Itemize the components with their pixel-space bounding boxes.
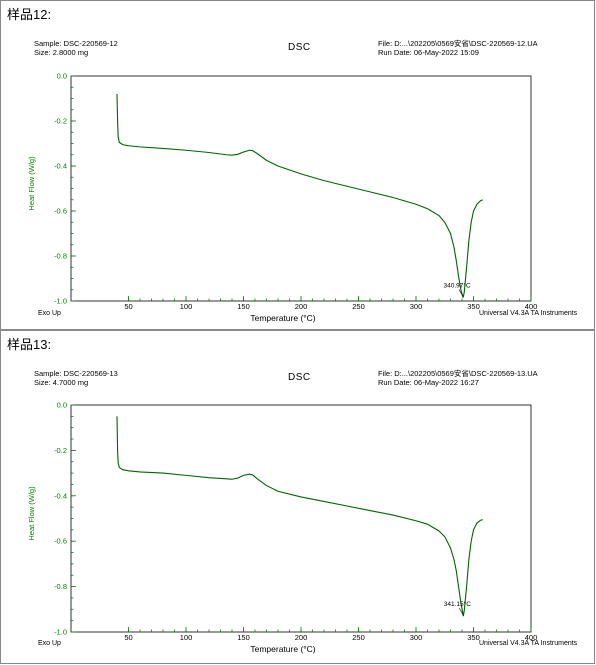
x-tick-label: 100 — [180, 633, 193, 642]
sample-info: Sample: DSC-220569-12 Size: 2.8000 mg — [34, 39, 118, 57]
dsc-chart: 0.0 -0.2 -0.4 -0.6 -0.8 -1.0 50 100 150 200 250 300… — [27, 72, 538, 324]
chart-title: DSC — [288, 372, 311, 383]
dsc-panel-sample-13: 样品13: Sample: DSC-220569-13 Size: 4.7000… — [0, 330, 595, 664]
sample-size: Size: 4.7000 mg — [34, 378, 89, 387]
exo-up-label: Exo Up — [38, 640, 61, 647]
y-tick-label: -0.6 — [54, 537, 67, 546]
x-tick-label: 150 — [237, 633, 250, 642]
peak-label: 340.97°C — [444, 282, 471, 290]
x-tick-label: 50 — [124, 633, 132, 642]
y-tick-label: -0.2 — [54, 446, 67, 455]
sample-title: 样品13: — [7, 337, 52, 352]
x-tick-label: 400 — [525, 302, 538, 311]
instrument-label: Universal V4.3A TA Instruments — [479, 640, 578, 647]
x-tick-label: 150 — [237, 302, 250, 311]
x-tick-label: 250 — [352, 633, 365, 642]
exo-up-label: Exo Up — [38, 310, 61, 317]
y-tick-label: -0.8 — [54, 252, 67, 261]
y-tick-label: -1.0 — [54, 297, 67, 306]
dsc-panel-sample-12: 样品12: Sample: DSC-220569-12 Size: 2.8000… — [0, 0, 595, 330]
sample-title: 样品12: — [7, 7, 52, 22]
y-tick-label: -0.2 — [54, 117, 67, 126]
heat-flow-curve — [116, 416, 483, 617]
x-axis-label: Temperature (°C) — [250, 644, 315, 654]
peak-arrow — [458, 289, 464, 297]
run-date: Run Date: 06-May-2022 15:09 — [378, 48, 479, 57]
y-tick-label: -0.8 — [54, 582, 67, 591]
y-tick-label: -1.0 — [54, 628, 67, 637]
sample-name: Sample: DSC-220569-13 — [34, 369, 118, 378]
dsc-chart: 0.0 -0.2 -0.4 -0.6 -0.8 -1.0 50 100 150 200 250 300… — [27, 401, 538, 655]
heat-flow-curve — [116, 93, 483, 298]
y-tick-label: -0.4 — [54, 491, 67, 500]
file-info: File: D:...\202205\0569安省\DSC-220569-12.… — [378, 39, 538, 57]
peak-arrow — [459, 607, 464, 616]
sample-name: Sample: DSC-220569-12 — [34, 39, 118, 48]
sample-info: Sample: DSC-220569-13 Size: 4.7000 mg — [34, 369, 118, 387]
x-tick-label: 350 — [467, 302, 480, 311]
y-tick-label: 0.0 — [57, 72, 67, 81]
x-tick-label: 350 — [467, 633, 480, 642]
x-tick-label: 250 — [352, 302, 365, 311]
file-info: File: D:...\202205\0569安省\DSC-220569-13.… — [378, 369, 538, 387]
x-tick-label: 50 — [124, 302, 132, 311]
x-tick-label: 400 — [525, 633, 538, 642]
y-tick-label: -0.4 — [54, 162, 67, 171]
y-axis-label: Heat Flow (W/g) — [27, 156, 36, 211]
file-path: File: D:...\202205\0569安省\DSC-220569-13.… — [378, 369, 538, 378]
file-path: File: D:...\202205\0569安省\DSC-220569-12.… — [378, 39, 538, 48]
x-tick-label: 200 — [295, 302, 308, 311]
peak-label: 341.15°C — [444, 600, 471, 608]
y-axis-label: Heat Flow (W/g) — [27, 486, 36, 541]
y-tick-label: 0.0 — [57, 401, 67, 410]
x-tick-label: 300 — [410, 302, 423, 311]
run-date: Run Date: 06-May-2022 16:27 — [378, 378, 479, 387]
instrument-label: Universal V4.3A TA Instruments — [479, 310, 578, 317]
plot-frame — [70, 75, 532, 302]
x-axis-label: Temperature (°C) — [250, 313, 315, 323]
sample-size: Size: 2.8000 mg — [34, 48, 89, 57]
plot-frame — [70, 404, 532, 633]
chart-title: DSC — [288, 42, 311, 53]
y-tick-label: -0.6 — [54, 207, 67, 216]
x-tick-label: 200 — [295, 633, 308, 642]
x-tick-label: 300 — [410, 633, 423, 642]
x-tick-label: 100 — [180, 302, 193, 311]
